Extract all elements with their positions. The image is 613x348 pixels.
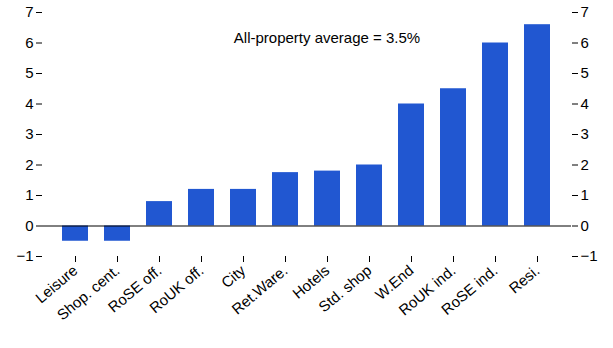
svg-text:0: 0 — [25, 217, 33, 234]
svg-text:2: 2 — [581, 156, 589, 173]
svg-text:5: 5 — [25, 64, 33, 81]
svg-text:Ret.Ware.: Ret.Ware. — [228, 262, 290, 318]
svg-text:Hotels: Hotels — [289, 261, 333, 302]
svg-text:5: 5 — [581, 64, 589, 81]
svg-text:Shop. cent.: Shop. cent. — [53, 262, 122, 324]
svg-text:4: 4 — [581, 95, 589, 112]
svg-text:4: 4 — [25, 95, 33, 112]
svg-text:2: 2 — [25, 156, 33, 173]
svg-text:7: 7 — [581, 3, 589, 20]
svg-text:W.End: W.End — [371, 261, 417, 303]
svg-text:All-property average = 3.5%: All-property average = 3.5% — [234, 29, 420, 46]
svg-text:−1: −1 — [581, 247, 598, 264]
svg-text:3: 3 — [25, 125, 33, 142]
svg-text:Std. shop: Std. shop — [315, 262, 374, 316]
svg-text:7: 7 — [25, 3, 33, 20]
svg-text:3: 3 — [581, 125, 589, 142]
svg-text:RoUK ind.: RoUK ind. — [395, 261, 459, 319]
svg-text:1: 1 — [581, 186, 589, 203]
svg-text:1: 1 — [25, 186, 33, 203]
svg-text:0: 0 — [581, 217, 589, 234]
svg-text:−1: −1 — [16, 247, 33, 264]
svg-text:RoSE off.: RoSE off. — [104, 261, 165, 316]
svg-text:RoSE ind.: RoSE ind. — [438, 262, 501, 318]
svg-text:Leisure: Leisure — [31, 261, 81, 307]
svg-text:6: 6 — [581, 34, 589, 51]
svg-text:6: 6 — [25, 34, 33, 51]
svg-text:City: City — [218, 261, 249, 291]
svg-text:Resi.: Resi. — [505, 262, 542, 297]
svg-text:RoUK off.: RoUK off. — [146, 262, 207, 317]
